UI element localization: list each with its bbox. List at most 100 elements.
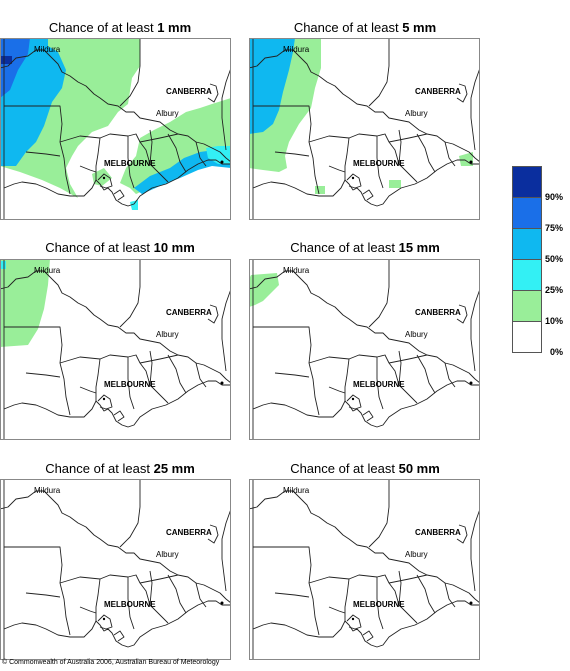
place-label-albury: Albury (405, 330, 428, 339)
district-border (119, 259, 141, 328)
state-border (0, 270, 231, 384)
district-border (416, 133, 436, 173)
district-border (416, 354, 436, 394)
district-border (444, 141, 456, 167)
coastline (252, 600, 480, 648)
coastline (3, 159, 231, 207)
district-border (119, 479, 141, 548)
district-border (344, 137, 350, 180)
coastline (470, 288, 480, 372)
district-border (274, 151, 310, 157)
place-label-mildura: Mildura (283, 486, 310, 495)
place-label-canberra: CANBERRA (166, 528, 212, 537)
district-border (149, 570, 153, 606)
legend-swatch-50 (512, 228, 542, 260)
probability-area (120, 98, 231, 194)
district-border (127, 136, 135, 189)
panel-title-1mm: Chance of at least 1 mm (48, 20, 192, 35)
district-border (195, 582, 207, 608)
place-label-canberra: CANBERRA (415, 87, 461, 96)
place-label-melbourne: MELBOURNE (104, 380, 156, 389)
panel-title-5mm: Chance of at least 5 mm (293, 20, 437, 35)
district-border (274, 372, 310, 378)
place-label-albury: Albury (156, 109, 179, 118)
district-border (167, 133, 187, 173)
district-border (398, 350, 402, 386)
map-25mm: Mildura CANBERRA Albury MELBOURNE (0, 479, 231, 660)
east-marker (469, 601, 473, 605)
probability-area (0, 261, 6, 269)
coastline (221, 508, 231, 592)
district-border (376, 577, 384, 630)
bay (362, 410, 374, 422)
district-border (253, 546, 320, 636)
act-border (207, 304, 219, 324)
probability-area (206, 146, 231, 164)
district-border (388, 354, 428, 364)
place-label-canberra: CANBERRA (166, 308, 212, 317)
place-label-canberra: CANBERRA (415, 528, 461, 537)
melbourne-marker (102, 617, 106, 621)
coastline (3, 600, 231, 648)
district-border (328, 165, 346, 173)
probability-area (134, 150, 231, 194)
east-marker (220, 601, 224, 605)
melbourne-marker (102, 176, 106, 180)
state-border (0, 490, 231, 604)
map-10mm: Mildura CANBERRA Albury MELBOURNE (0, 259, 231, 440)
act-border (456, 524, 468, 544)
bay (362, 189, 374, 201)
district-border (195, 362, 207, 388)
district-border (167, 354, 187, 394)
panel-title-50mm: Chance of at least 50 mm (290, 461, 440, 476)
act-border (456, 304, 468, 324)
bay (113, 630, 125, 642)
map-frame (0, 479, 231, 660)
district-border (444, 362, 456, 388)
district-border (95, 137, 101, 180)
probability-area (389, 180, 401, 188)
district-border (139, 354, 179, 364)
district-border (308, 133, 418, 183)
act-border (207, 524, 219, 544)
place-label-melbourne: MELBOURNE (104, 159, 156, 168)
place-label-canberra: CANBERRA (166, 87, 212, 96)
bay (346, 173, 362, 189)
copyright-notice: © Commonwealth of Australia 2006, Austra… (2, 659, 220, 666)
district-border (376, 136, 384, 189)
district-border (195, 141, 207, 167)
district-border (388, 574, 428, 584)
place-label-mildura: Mildura (283, 45, 310, 54)
map-frame (249, 38, 480, 220)
bay (97, 173, 113, 189)
legend-label-50: 50% (545, 254, 564, 264)
legend-label-90: 90% (545, 192, 564, 202)
district-border (4, 546, 71, 636)
melbourne-marker (351, 176, 355, 180)
district-border (444, 582, 456, 608)
east-marker (220, 160, 224, 164)
place-label-melbourne: MELBOURNE (353, 159, 405, 168)
district-border (388, 133, 428, 143)
place-label-albury: Albury (156, 550, 179, 559)
district-border (344, 578, 350, 621)
district-border (167, 574, 187, 614)
panel-title-15mm: Chance of at least 15 mm (290, 240, 440, 255)
act-border (207, 83, 219, 103)
legend-swatch-10 (512, 290, 542, 322)
place-label-albury: Albury (405, 109, 428, 118)
legend-swatch-25 (512, 259, 542, 291)
district-border (95, 358, 101, 401)
district-border (139, 574, 179, 584)
bay (97, 614, 113, 630)
legend-label-0: 0% (550, 347, 564, 357)
map-1mm: Mildura CANBERRA Albury MELBOURNE (0, 38, 231, 220)
district-border (139, 133, 179, 143)
coastline (221, 67, 231, 151)
place-label-mildura: Mildura (34, 486, 61, 495)
district-border (79, 606, 97, 614)
state-border (249, 270, 480, 384)
legend-label-10: 10% (545, 316, 564, 326)
district-border (398, 570, 402, 606)
bay (346, 614, 362, 630)
